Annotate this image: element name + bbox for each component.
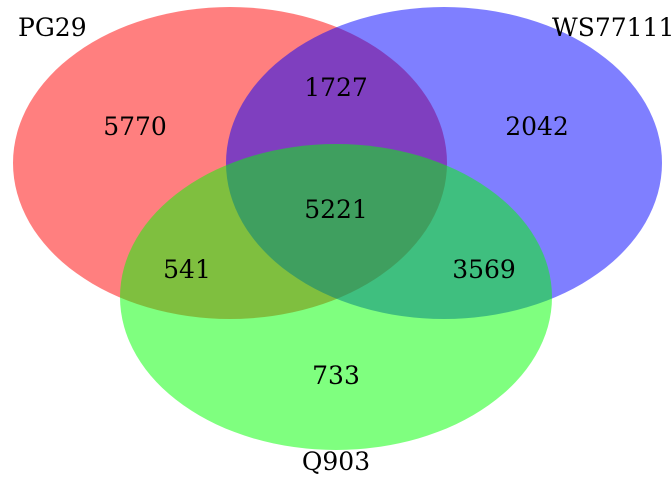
count-pg29-ws77111: 1727 xyxy=(304,73,368,102)
count-ws77111-only: 2042 xyxy=(505,112,569,141)
set-q903-ellipse xyxy=(120,144,552,450)
set-label-ws77111: WS77111 xyxy=(552,13,672,42)
set-label-q903: Q903 xyxy=(302,447,370,476)
set-label-pg29: PG29 xyxy=(18,13,87,42)
count-ws77111-q903: 3569 xyxy=(452,255,516,284)
count-pg29-q903: 541 xyxy=(163,255,211,284)
count-q903-only: 733 xyxy=(312,361,360,390)
count-pg29-only: 5770 xyxy=(103,112,167,141)
count-all-three: 5221 xyxy=(304,195,368,224)
